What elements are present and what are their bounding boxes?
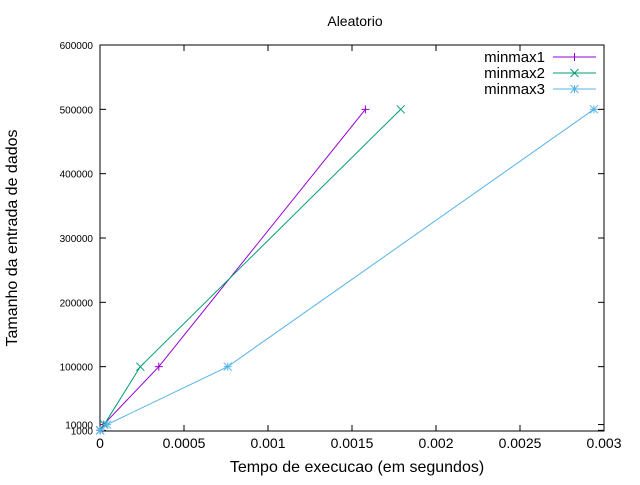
x-axis-label: Tempo de execucao (em segundos)	[230, 459, 484, 476]
y-tick-label: 600000	[60, 41, 94, 52]
marker-stroke	[589, 104, 599, 114]
y-tick-label: 300000	[60, 234, 94, 245]
y-tick-label: 500000	[60, 105, 94, 116]
series-line	[99, 108, 595, 431]
data-point-marker	[95, 426, 105, 435]
plot-border	[99, 44, 605, 432]
marker-stroke	[135, 362, 145, 372]
y-tick-label: 100000	[60, 363, 94, 374]
x-tick-label: 0.002	[418, 435, 453, 451]
legend-label: minmax1	[484, 49, 545, 66]
data-point-marker	[570, 68, 579, 78]
x-tick-label: 0.0005	[163, 435, 206, 451]
data-point-marker	[361, 105, 370, 114]
series-layer	[95, 104, 599, 435]
legend-label: minmax2	[484, 65, 545, 82]
marker-stroke	[223, 362, 233, 372]
legend-label: minmax3	[484, 81, 545, 98]
data-point-marker	[570, 84, 579, 94]
marker-stroke	[95, 426, 105, 435]
data-point-marker	[570, 53, 579, 61]
x-tick-label: 0.003	[586, 435, 621, 451]
y-tick-label: 1000	[71, 426, 94, 437]
data-point-marker	[135, 362, 145, 372]
y-tick-label: 200000	[60, 298, 94, 309]
x-tick-label: 0.0015	[331, 435, 374, 451]
marker-stroke	[102, 420, 112, 429]
series-line	[99, 108, 402, 431]
series-minmax1	[96, 105, 370, 435]
x-tick-label: 0	[96, 435, 104, 451]
data-point-marker	[154, 362, 163, 371]
series-minmax2	[95, 104, 406, 435]
y-tick-label: 400000	[60, 170, 94, 181]
x-tick-label: 0.0025	[499, 435, 542, 451]
series-minmax3	[95, 104, 599, 435]
data-point-marker	[396, 104, 406, 114]
chart-title: Aleatorio	[327, 13, 382, 29]
marker-stroke	[570, 84, 579, 94]
marker-stroke	[396, 104, 406, 114]
x-tick-label: 0.001	[250, 435, 285, 451]
marker-stroke	[570, 68, 579, 78]
y-tick-label: 10000	[65, 421, 93, 432]
data-point-marker	[223, 362, 233, 372]
data-point-marker	[102, 420, 112, 429]
y-axis-label: Tamanho da entrada de dados	[4, 129, 21, 346]
data-point-marker	[589, 104, 599, 114]
series-line	[99, 109, 366, 431]
